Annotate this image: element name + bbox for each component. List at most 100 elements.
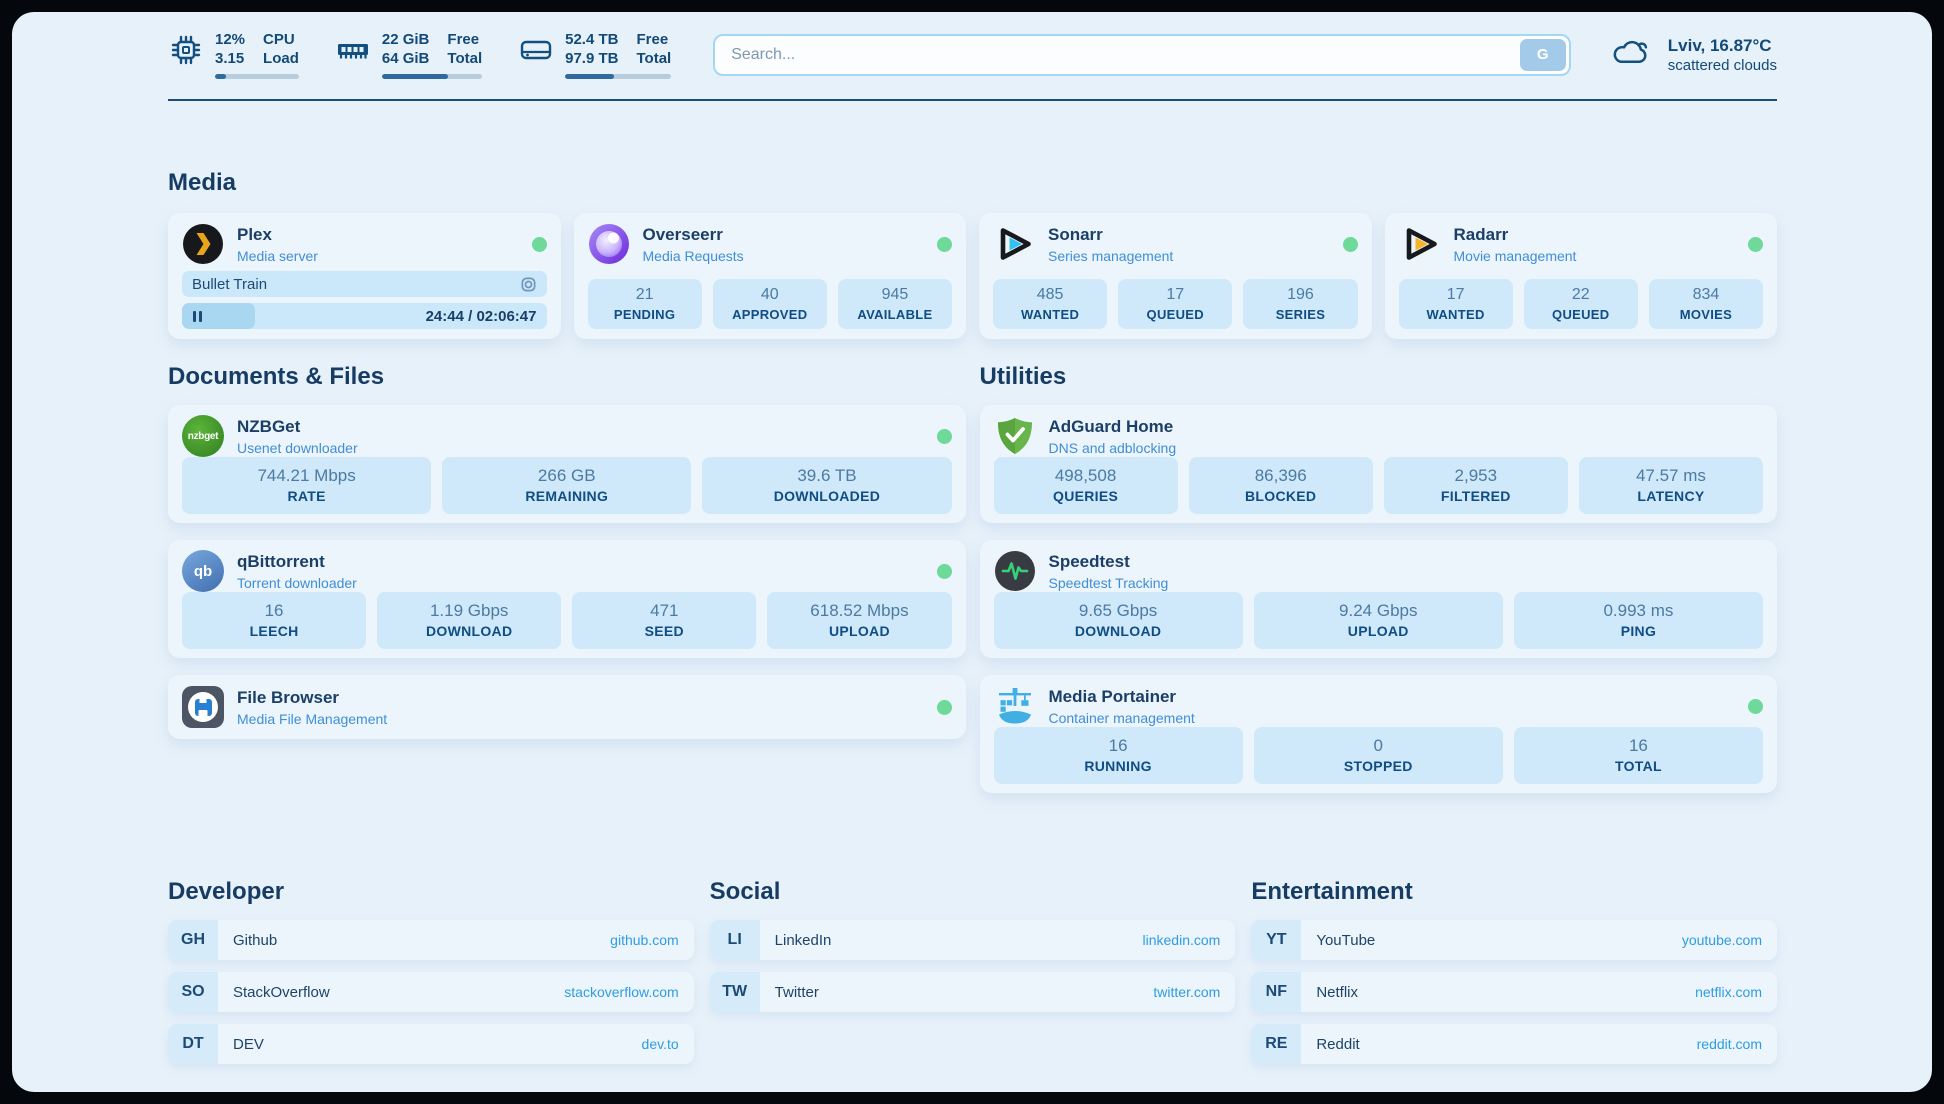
link-stackoverflow[interactable]: SO StackOverflow stackoverflow.com <box>168 972 694 1012</box>
nzbget-card[interactable]: nzbget NZBGet Usenet downloader 744.21 M… <box>168 405 966 523</box>
stat-label: RUNNING <box>1084 758 1152 774</box>
stat-value: 9.65 Gbps <box>1078 601 1158 620</box>
stat-latency: 47.57 ms LATENCY <box>1578 457 1763 514</box>
link-github[interactable]: GH Github github.com <box>168 920 694 960</box>
app-name: Radarr <box>1453 224 1509 244</box>
plex-card[interactable]: Plex Media server Bullet Train 24:44 / 0… <box>168 213 561 339</box>
stat-value: 0 <box>1373 736 1383 755</box>
link-netflix[interactable]: NF Netflix netflix.com <box>1251 972 1777 1012</box>
link-twitter[interactable]: TW Twitter twitter.com <box>709 972 1236 1012</box>
section-title-utilities: Utilities <box>979 363 1067 390</box>
status-online-dot <box>1342 236 1358 252</box>
link-url: stackoverflow.com <box>564 984 679 1000</box>
speedtest-card[interactable]: Speedtest Speedtest Tracking 9.65 Gbps DO… <box>979 540 1777 658</box>
weather-condition: scattered clouds <box>1667 56 1777 74</box>
stat-value: 17 <box>1166 286 1185 303</box>
link-url: twitter.com <box>1153 984 1221 1000</box>
qbittorrent-card[interactable]: qb qBittorrent Torrent downloader 16 LEEC… <box>168 540 966 658</box>
now-playing-title: Bullet Train <box>192 275 268 293</box>
stat-rate: 744.21 Mbps RATE <box>182 457 432 514</box>
stat-value: 40 <box>760 286 779 303</box>
disk-free-label: Free <box>636 31 669 48</box>
stat-label: APPROVED <box>732 307 808 322</box>
filebrowser-card[interactable]: File Browser Media File Management <box>168 675 966 739</box>
portainer-card[interactable]: Media Portainer Container management 16 R… <box>979 675 1777 793</box>
link-badge: GH <box>168 920 218 960</box>
link-name: StackOverflow <box>233 983 330 1001</box>
stat-upload: 618.52 Mbps UPLOAD <box>767 592 952 649</box>
status-online-dot <box>1748 236 1763 252</box>
stat-downloaded: 39.6 TB DOWNLOADED <box>702 457 952 514</box>
overseerr-card[interactable]: Overseerr Media Requests 21 PENDING 40 APP… <box>573 213 966 339</box>
stat-value: 9.24 Gbps <box>1339 601 1418 620</box>
weather-widget: Lviv, 16.87°C scattered clouds <box>1609 34 1777 75</box>
developer-links-column: Developer GH Github github.com SO StackO… <box>168 878 694 1076</box>
stat-label: WANTED <box>1426 307 1485 322</box>
app-subtitle: Usenet downloader <box>237 439 358 456</box>
link-url: dev.to <box>641 1036 679 1052</box>
adguard-icon <box>994 415 1036 457</box>
stat-series: 196 SERIES <box>1243 279 1358 329</box>
stat-value: 266 GB <box>537 466 596 485</box>
search-engine-button[interactable]: G <box>1519 38 1566 71</box>
search-input[interactable] <box>713 33 1571 76</box>
ram-free-value: 22 GiB <box>381 31 430 48</box>
stat-available: 945 AVAILABLE <box>837 279 953 329</box>
stat-label: QUERIES <box>1053 488 1119 504</box>
link-badge: YT <box>1251 920 1302 960</box>
stat-label: QUEUED <box>1146 307 1204 322</box>
plex-icon <box>182 223 224 265</box>
app-subtitle: Series management <box>1048 247 1174 264</box>
stat-blocked: 86,396 BLOCKED <box>1188 457 1373 514</box>
social-links-column: Social LI LinkedIn linkedin.com TW Twitt… <box>709 878 1236 1076</box>
stat-remaining: 266 GB REMAINING <box>442 457 692 514</box>
link-dev[interactable]: DT DEV dev.to <box>168 1024 694 1064</box>
link-name: YouTube <box>1316 931 1376 949</box>
stat-value: 485 <box>1036 286 1064 303</box>
stat-total: 16 TOTAL <box>1513 727 1764 784</box>
stat-upload: 9.24 Gbps UPLOAD <box>1253 592 1503 649</box>
cpu-usage-value: 12% <box>215 31 246 48</box>
speedtest-icon <box>994 550 1036 592</box>
status-online-dot <box>936 699 952 715</box>
pause-icon[interactable] <box>191 310 203 322</box>
disk-icon <box>518 32 554 68</box>
gear-icon[interactable] <box>520 276 537 293</box>
radarr-card[interactable]: Radarr Movie management 17 WANTED 22 QUEUE… <box>1384 213 1777 339</box>
link-url: reddit.com <box>1696 1036 1762 1052</box>
stat-value: 834 <box>1692 286 1720 303</box>
qbittorrent-icon-label: qb <box>193 562 213 580</box>
stat-label: PING <box>1620 623 1657 639</box>
link-url: netflix.com <box>1695 984 1762 1000</box>
link-youtube[interactable]: YT YouTube youtube.com <box>1251 920 1777 960</box>
link-linkedin[interactable]: LI LinkedIn linkedin.com <box>709 920 1236 960</box>
weather-summary: Lviv, 16.87°C <box>1667 35 1772 55</box>
stat-filtered: 2,953 FILTERED <box>1383 457 1568 514</box>
sonarr-icon <box>993 223 1035 265</box>
disk-total-value: 97.9 TB <box>565 50 619 67</box>
app-subtitle: Media server <box>237 247 318 264</box>
stat-label: DOWNLOAD <box>425 623 513 639</box>
ram-progress-fill <box>381 74 449 79</box>
cpu-metric: 12% 3.15 CPU Load <box>168 30 299 79</box>
section-title-developer: Developer <box>168 878 285 905</box>
app-name: qBittorrent <box>237 551 325 571</box>
portainer-icon <box>994 685 1036 727</box>
stat-label: DOWNLOAD <box>1074 623 1162 639</box>
stat-label: UPLOAD <box>1347 623 1409 639</box>
stat-label: BLOCKED <box>1245 488 1317 504</box>
link-reddit[interactable]: RE Reddit reddit.com <box>1251 1024 1777 1064</box>
link-badge: RE <box>1251 1024 1302 1064</box>
disk-progress-track <box>565 74 672 79</box>
link-name: DEV <box>233 1035 264 1053</box>
adguard-card[interactable]: AdGuard Home DNS and adblocking 498,508 Q… <box>979 405 1777 523</box>
cpu-progress-track <box>215 74 299 79</box>
stat-value: 21 <box>635 286 654 303</box>
sonarr-card[interactable]: Sonarr Series management 485 WANTED 17 QUE… <box>979 213 1372 339</box>
playback-progress-bar: 24:44 / 02:06:47 <box>182 303 547 329</box>
section-title-media: Media <box>168 169 237 196</box>
link-badge: DT <box>168 1024 218 1064</box>
utilities-column: Utilities AdGuard Home DNS and adblockin… <box>979 363 1777 810</box>
stat-value: 86,396 <box>1254 466 1307 485</box>
stat-value: 22 <box>1571 286 1590 303</box>
